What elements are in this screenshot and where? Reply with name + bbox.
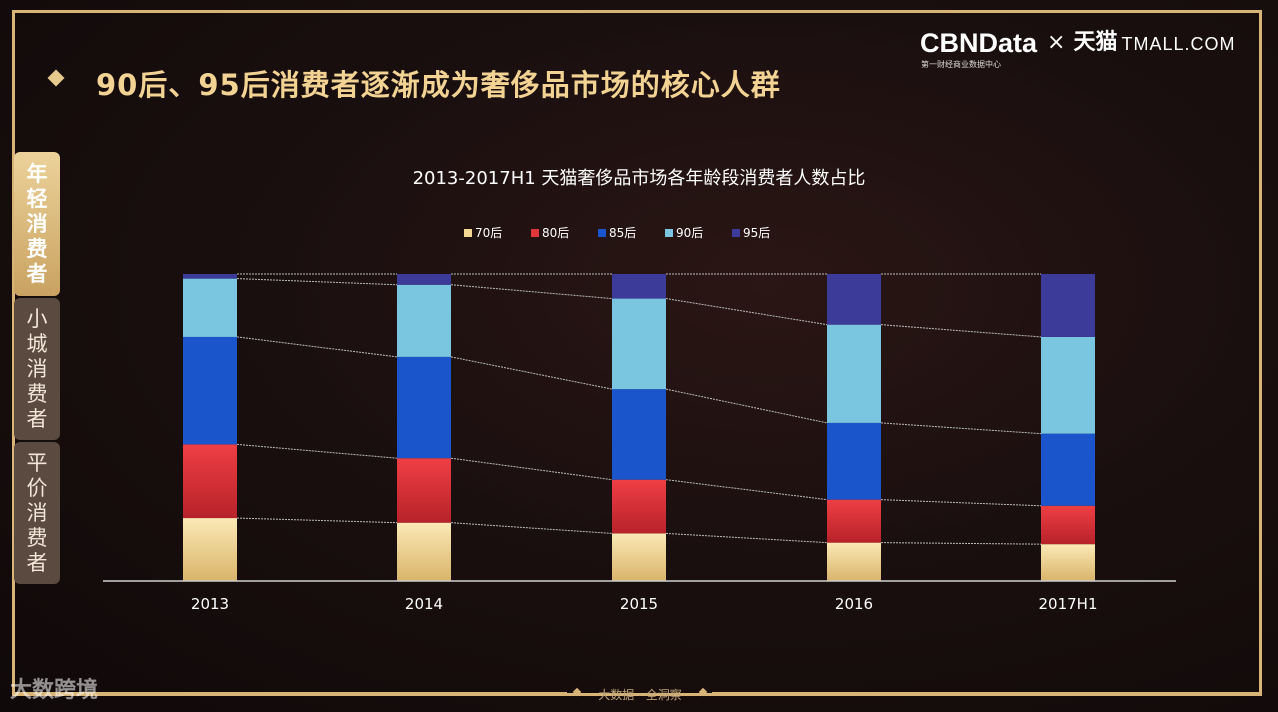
connector-line <box>236 336 398 358</box>
page-title: 90后、95后消费者逐渐成为奢侈品市场的核心人群 <box>96 68 781 102</box>
connector-line <box>450 457 613 481</box>
side-tab-char: 年 <box>26 161 48 186</box>
watermark: 大数跨境 <box>10 678 99 703</box>
bar-95后-2016 <box>827 274 881 325</box>
legend-label-80后: 80后 <box>542 226 569 240</box>
connector-line <box>665 479 828 501</box>
connector-line <box>880 542 1042 545</box>
page-frame <box>12 10 1262 696</box>
bar-90后-2016 <box>827 324 881 423</box>
bar-95后-2015 <box>612 274 666 299</box>
legend-swatch-70后 <box>464 229 472 237</box>
side-tab-budget-consumers[interactable]: 平 价 消 费 者 <box>14 442 60 584</box>
connector-line <box>665 532 828 544</box>
partner-logo: 天猫 <box>1073 30 1118 55</box>
bar-70后-2015 <box>612 533 666 581</box>
bar-80后-2016 <box>827 499 881 543</box>
bar-70后-2014 <box>397 522 451 581</box>
x-tick-label: 2013 <box>191 595 229 613</box>
bar-85后-2014 <box>397 356 451 459</box>
bar-70后-2016 <box>827 542 881 581</box>
side-tab-char: 平 <box>26 450 48 475</box>
side-tab-char: 价 <box>26 475 48 500</box>
side-tab-char: 费 <box>26 525 48 550</box>
side-tab-char: 者 <box>26 406 48 431</box>
side-tab-char: 消 <box>26 500 48 525</box>
side-tab-char: 小 <box>26 306 48 331</box>
legend-swatch-80后 <box>531 229 539 237</box>
side-tab-char: 消 <box>26 356 48 381</box>
connector-line <box>236 517 398 524</box>
connector-line <box>450 522 613 534</box>
bar-90后-2015 <box>612 298 666 390</box>
bar-80后-2014 <box>397 458 451 523</box>
partner-logo-en: TMALL.COM <box>1121 34 1236 54</box>
connector-line <box>450 284 613 300</box>
bar-80后-2015 <box>612 479 666 534</box>
connector-line <box>880 499 1042 507</box>
bar-80后-2013 <box>183 444 237 519</box>
side-tab-char: 费 <box>26 381 48 406</box>
x-tick-label: 2014 <box>405 595 443 613</box>
footer-line-right <box>712 692 1262 695</box>
side-tab-small-city-consumers[interactable]: 小 城 消 费 者 <box>14 298 60 440</box>
side-tab-char: 费 <box>26 236 48 261</box>
bar-95后-2017H1 <box>1041 274 1095 337</box>
x-tick-label: 2017H1 <box>1039 595 1098 613</box>
connector-line <box>450 356 613 390</box>
bar-90后-2017H1 <box>1041 336 1095 434</box>
legend-label-95后: 95后 <box>743 226 770 240</box>
bar-85后-2017H1 <box>1041 433 1095 506</box>
bar-85后-2013 <box>183 336 237 445</box>
x-tick-label: 2015 <box>620 595 658 613</box>
brand-logo: CBNData <box>920 28 1038 58</box>
side-tab-char: 轻 <box>26 186 48 211</box>
legend-swatch-95后 <box>732 229 740 237</box>
x-tick-label: 2016 <box>835 595 873 613</box>
bar-95后-2014 <box>397 274 451 285</box>
brand-tagline: 第一财经商业数据中心 <box>921 60 1001 69</box>
bar-85后-2015 <box>612 389 666 480</box>
chart-title: 2013-2017H1 天猫奢侈品市场各年龄段消费者人数占比 <box>412 168 866 189</box>
connector-line <box>665 388 828 424</box>
connector-line <box>880 422 1042 435</box>
connector-line <box>880 324 1042 338</box>
legend-label-90后: 90后 <box>676 226 703 240</box>
footer-text: 大数据 · 全洞察 <box>598 688 682 702</box>
side-tab-char: 消 <box>26 211 48 236</box>
side-tab-char: 城 <box>26 331 48 356</box>
bar-80后-2017H1 <box>1041 505 1095 545</box>
bar-90后-2013 <box>183 278 237 337</box>
bar-70后-2013 <box>183 518 237 581</box>
logo-separator: × <box>1047 30 1066 55</box>
side-tab-char: 者 <box>26 261 48 286</box>
side-tab-young-consumers[interactable]: 年 轻 消 费 者 <box>14 152 60 296</box>
logo: CBNData 第一财经商业数据中心 × 天猫 TMALL.COM <box>920 28 1236 69</box>
bar-95后-2013 <box>183 274 237 279</box>
legend-swatch-90后 <box>665 229 673 237</box>
connector-line <box>665 298 828 326</box>
connector-line <box>236 443 398 459</box>
footer-line-left <box>12 692 567 695</box>
legend-label-85后: 85后 <box>609 226 636 240</box>
bar-90后-2014 <box>397 284 451 357</box>
legend-label-70后: 70后 <box>475 226 502 240</box>
side-tab-char: 者 <box>26 550 48 575</box>
bar-85后-2016 <box>827 422 881 500</box>
bar-70后-2017H1 <box>1041 544 1095 581</box>
legend-swatch-85后 <box>598 229 606 237</box>
connector-line <box>236 278 398 286</box>
